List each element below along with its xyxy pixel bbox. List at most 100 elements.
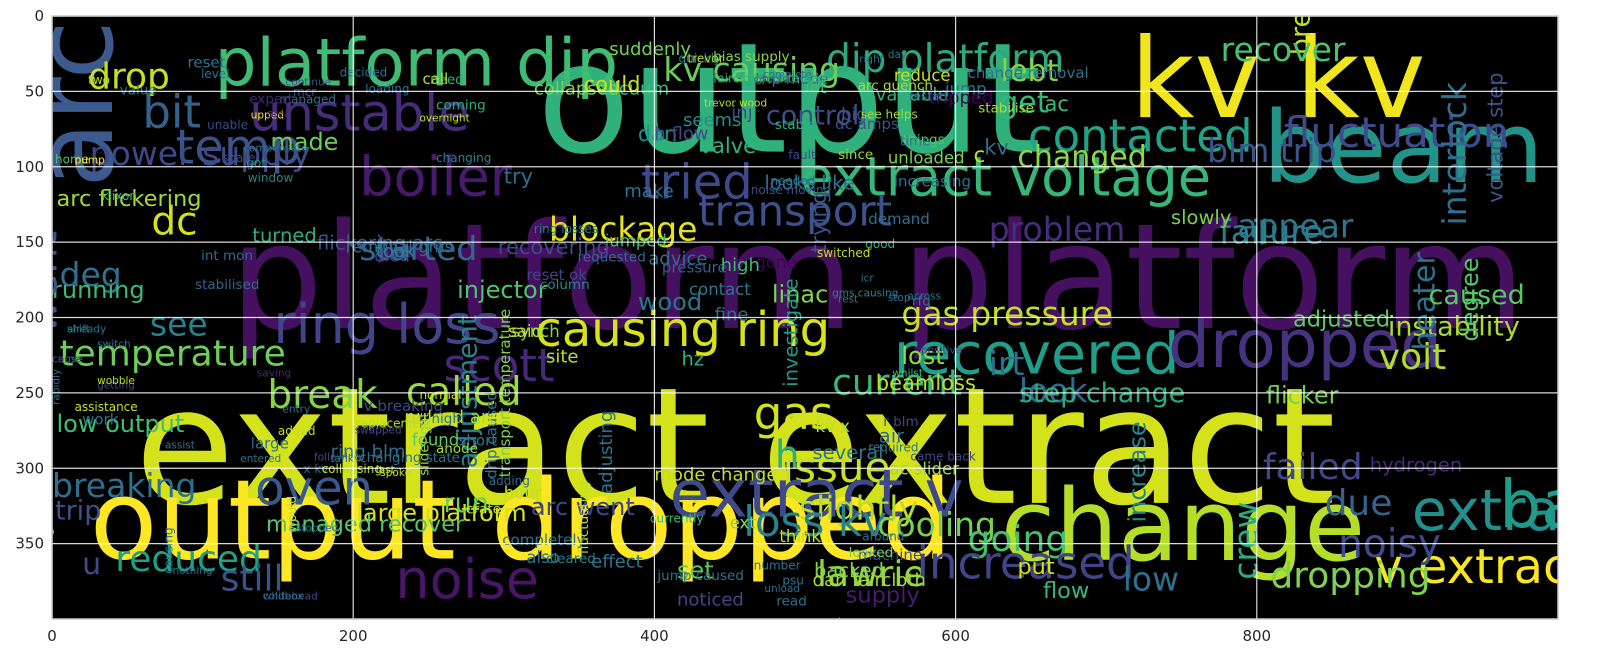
word-label: seems bbox=[683, 110, 741, 131]
word-label: kv x bbox=[816, 417, 851, 436]
word-label: hydrogen bbox=[1370, 453, 1463, 476]
word-label: voltage step bbox=[1483, 72, 1507, 203]
word-label: rapidly bbox=[51, 369, 63, 405]
word-label: across bbox=[907, 290, 941, 302]
word-label: unable bbox=[207, 118, 248, 132]
y-tick-label: 300 bbox=[15, 459, 44, 477]
word-label: come bbox=[52, 354, 81, 366]
word-label: degree bbox=[1456, 258, 1484, 342]
word-label: output dropped bbox=[90, 457, 953, 586]
word-label: trip mode bbox=[755, 70, 828, 88]
word-label: v breaking bbox=[364, 397, 443, 415]
word-label: fault bbox=[788, 148, 816, 162]
word-label: extractor bbox=[1412, 478, 1602, 544]
word-label: changing state bbox=[359, 450, 460, 466]
word-label: things bbox=[903, 132, 945, 148]
word-label: keep bbox=[838, 616, 864, 628]
word-label: work bbox=[82, 411, 119, 429]
word-label: faircloth contacted bbox=[713, 71, 826, 85]
word-label: couple bbox=[754, 73, 789, 85]
y-tick-label: 50 bbox=[25, 82, 44, 100]
word-label: look bbox=[1019, 371, 1089, 410]
word-label: think bbox=[779, 527, 821, 546]
word-label: noisy bbox=[1338, 522, 1441, 567]
word-label: good bbox=[865, 237, 895, 251]
word-label: nothing bbox=[172, 565, 212, 577]
word-label: kv kv bbox=[1130, 15, 1425, 144]
word-label: control bbox=[766, 101, 860, 132]
word-label: injector bbox=[457, 276, 548, 304]
word-label: noticed bbox=[677, 589, 744, 610]
word-label: h bbox=[775, 433, 800, 478]
word-label: tripped bbox=[928, 87, 993, 108]
word-label: c bbox=[974, 143, 986, 167]
word-label: already bbox=[67, 324, 106, 336]
word-label: try bbox=[504, 164, 533, 188]
word-label: beamloss bbox=[876, 371, 976, 395]
word-label: column bbox=[540, 277, 590, 293]
word-label: last bbox=[376, 464, 395, 476]
word-label: entered bbox=[240, 453, 281, 465]
word-label: died bbox=[374, 247, 410, 266]
word-label: trying bbox=[807, 191, 831, 253]
word-label: breakdowns bbox=[1286, 0, 1317, 55]
word-label: swapped bbox=[355, 425, 402, 437]
word-label: heater bbox=[1408, 252, 1443, 351]
word-label: u bbox=[82, 547, 101, 582]
word-label: bias supply bbox=[713, 49, 789, 65]
word-label: ring blm bbox=[331, 442, 406, 463]
word-label: vacuum bbox=[597, 78, 669, 99]
word-label: platform platform bbox=[230, 192, 1526, 363]
word-label: transport bbox=[698, 187, 892, 236]
word-label: r blm bbox=[883, 414, 918, 430]
word-label: jump caused bbox=[656, 568, 743, 584]
word-label: pressure bbox=[662, 258, 727, 276]
word-label: also bbox=[526, 548, 559, 567]
word-label: needed bbox=[770, 174, 815, 188]
word-label: drip caused bbox=[482, 391, 500, 479]
word-label: window bbox=[248, 171, 294, 185]
word-label: need bbox=[430, 72, 464, 88]
word-label: came back bbox=[910, 450, 975, 464]
word-label: value bbox=[120, 82, 157, 98]
word-label: gas bbox=[754, 387, 834, 440]
word-label: requested bbox=[578, 250, 646, 266]
word-label: unstable bbox=[249, 85, 469, 144]
word-label: tried bbox=[641, 154, 753, 210]
word-label: beam bbox=[1263, 91, 1544, 206]
word-label: said bbox=[508, 322, 542, 341]
word-label: blm trip bbox=[1207, 131, 1336, 170]
word-label: increased bbox=[916, 536, 1134, 589]
y-tick-label: 250 bbox=[15, 384, 44, 402]
word-label: entry bbox=[282, 403, 310, 415]
word-label: completely bbox=[502, 531, 585, 549]
word-label: spare bbox=[222, 151, 255, 165]
word-label: interlock bbox=[1435, 81, 1474, 225]
word-label: see bbox=[150, 305, 208, 344]
word-label: continue bbox=[285, 76, 331, 88]
word-label: due bbox=[1325, 483, 1393, 524]
word-label: arc quench bbox=[858, 78, 933, 94]
word-label: pulsed arc bbox=[404, 407, 497, 428]
word-label: trevor bbox=[688, 52, 724, 66]
y-tick-label: 350 bbox=[15, 535, 44, 553]
word-label: running bbox=[52, 276, 145, 304]
word-label: dropping bbox=[1270, 555, 1430, 596]
word-label: caused bbox=[1428, 280, 1524, 311]
word-label: still bbox=[221, 558, 284, 599]
y-tick-label: 0 bbox=[34, 7, 44, 25]
word-label: fluctuating bbox=[576, 481, 592, 554]
word-label: restart bbox=[909, 89, 949, 103]
word-label: reset bbox=[188, 53, 226, 71]
word-label: home bbox=[55, 153, 89, 167]
word-label: backed bbox=[814, 559, 884, 582]
word-label: psu bbox=[782, 573, 803, 587]
word-label: collapsed bbox=[534, 78, 619, 99]
word-label: problem bbox=[989, 210, 1126, 249]
word-label: stable bbox=[775, 117, 816, 133]
word-label: extract extract bbox=[135, 354, 1336, 542]
word-label: going bbox=[968, 519, 1069, 560]
word-label: change bbox=[1001, 469, 1365, 584]
word-label: cleared bbox=[546, 551, 596, 567]
word-label: contacted bbox=[1028, 110, 1253, 163]
